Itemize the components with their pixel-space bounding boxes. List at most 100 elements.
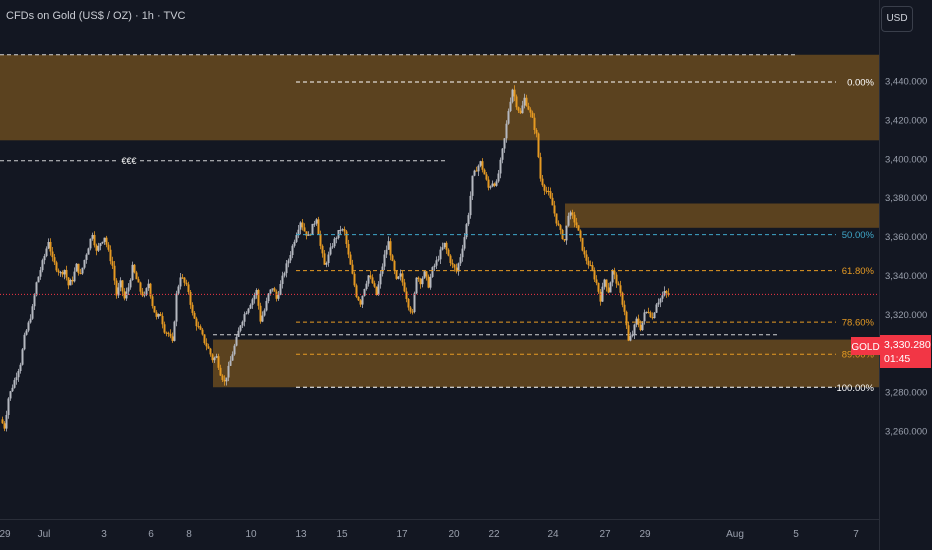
candle-body	[227, 365, 230, 378]
candle-body	[281, 275, 284, 284]
candle-body	[547, 190, 550, 192]
candle-body	[65, 269, 68, 278]
candle-body	[373, 283, 376, 287]
candle-body	[367, 275, 370, 284]
candle-body	[493, 183, 496, 186]
candle-body	[529, 109, 532, 113]
candle-body	[285, 263, 288, 274]
candle-body	[573, 214, 576, 223]
candle-body	[447, 249, 450, 256]
candle-body	[83, 259, 86, 268]
price-badge-symbol-bg	[851, 337, 880, 355]
candle-body	[495, 181, 498, 186]
candle-body	[397, 276, 400, 279]
candle-body	[279, 283, 282, 295]
candle-body	[225, 377, 228, 382]
candle-body	[293, 241, 296, 246]
candle-body	[153, 306, 156, 313]
candle-body	[67, 277, 70, 286]
candle-body	[79, 273, 82, 275]
time-tick-label: 5	[793, 529, 799, 540]
candle-body	[609, 282, 612, 293]
candle-body	[467, 215, 470, 225]
candle-body	[501, 148, 504, 160]
candle-body	[57, 270, 60, 273]
candle-body	[135, 272, 138, 280]
candle-body	[199, 326, 202, 330]
candle-body	[305, 231, 308, 236]
candle-body	[185, 282, 188, 285]
candle-body	[429, 276, 432, 288]
candle-body	[563, 239, 566, 241]
candle-body	[503, 138, 506, 149]
candle-body	[407, 298, 410, 308]
candle-body	[103, 237, 106, 242]
candle-body	[483, 169, 486, 175]
candle-body	[401, 273, 404, 283]
candle-body	[629, 336, 632, 341]
candle-body	[513, 89, 516, 97]
candle-body	[91, 234, 94, 239]
annotation-label-bg	[118, 154, 140, 167]
candle-body	[525, 97, 528, 107]
candle-body	[3, 423, 6, 429]
time-tick-label: 17	[396, 529, 408, 540]
candle-body	[259, 305, 262, 322]
price-tick-label: 3,440.000	[885, 77, 927, 88]
candle-body	[177, 286, 180, 294]
candle-body	[101, 241, 104, 244]
candle-body	[443, 242, 446, 248]
time-tick-label: 13	[295, 529, 307, 540]
price-tick-label: 3,380.000	[885, 193, 927, 204]
candle-body	[433, 265, 436, 268]
candle-body	[255, 289, 258, 296]
price-tick-label: 3,320.000	[885, 310, 927, 321]
candle-body	[463, 237, 466, 249]
candle-body	[553, 205, 556, 214]
candle-body	[551, 197, 554, 206]
candle-body	[47, 241, 50, 249]
candle-body	[445, 242, 448, 250]
candle-body	[667, 293, 670, 296]
candle-body	[661, 295, 664, 299]
candle-body	[215, 356, 218, 358]
candle-body	[385, 249, 388, 255]
candle-body	[235, 336, 238, 346]
candle-body	[549, 191, 552, 198]
candle-body	[425, 271, 428, 277]
candle-body	[87, 248, 90, 255]
candle-body	[405, 291, 408, 299]
candle-body	[645, 311, 648, 313]
candle-body	[509, 101, 512, 112]
candle-body	[327, 254, 330, 264]
candle-body	[455, 267, 458, 272]
candle-body	[209, 348, 212, 355]
candle-body	[201, 329, 204, 335]
fib-label: 89.00%	[842, 350, 875, 361]
candle-body	[391, 255, 394, 261]
candle-body	[651, 317, 654, 319]
candle-body	[539, 157, 542, 179]
candle-body	[155, 312, 158, 317]
candle-body	[351, 264, 354, 274]
candle-body	[601, 286, 604, 302]
candle-body	[245, 312, 248, 315]
time-tick-label: 22	[488, 529, 500, 540]
candle-body	[477, 165, 480, 172]
candle-body	[223, 379, 226, 382]
candle-body	[109, 249, 112, 262]
candle-body	[283, 273, 286, 276]
candle-body	[149, 283, 152, 297]
candle-body	[461, 248, 464, 258]
candle-body	[371, 277, 374, 284]
fib-label: 50.00%	[842, 230, 875, 241]
candle-body	[415, 277, 418, 294]
candle-body	[117, 287, 120, 296]
candle-body	[189, 291, 192, 305]
currency-button[interactable]: USD	[881, 6, 913, 32]
candle-body	[21, 349, 24, 365]
candle-body	[557, 223, 560, 226]
time-axis[interactable]: 29 Jul 3 6 8 10 13 15 17 20 22 24 27 29 Aug 5 7	[0, 529, 859, 540]
candle-body	[507, 111, 510, 124]
